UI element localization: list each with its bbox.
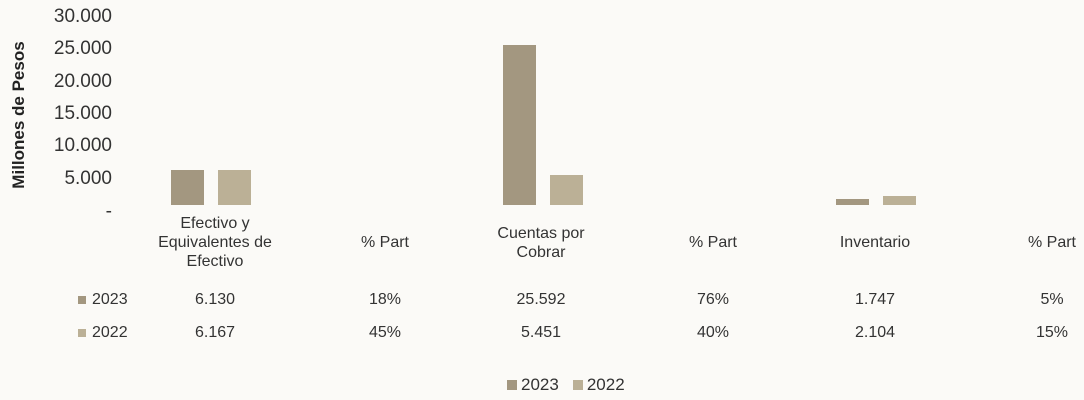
- table-cell: 40%: [696, 324, 730, 341]
- bar-2023-1: [503, 44, 536, 205]
- bar-2022-2: [883, 196, 916, 205]
- column-header: Efectivo y Equivalentes de Efectivo: [158, 215, 272, 270]
- table-cell: 18%: [368, 291, 402, 308]
- row-label-2023: 2023: [78, 291, 128, 309]
- table-cell: 2.104: [854, 324, 896, 341]
- column-header: % Part: [360, 234, 409, 251]
- table-cell: 5.451: [520, 324, 562, 341]
- bar-2023-0: [171, 170, 204, 205]
- legend-swatch: [572, 380, 583, 390]
- y-tick-label: -: [105, 201, 112, 222]
- y-tick-label: 25.000: [53, 38, 112, 60]
- bar-2022-1: [550, 174, 583, 205]
- row-swatch: [78, 329, 86, 337]
- legend-label: 2022: [586, 375, 625, 394]
- table-cell: 1.747: [854, 291, 896, 308]
- table-cell: 6.130: [194, 291, 236, 308]
- y-tick-label: 10.000: [53, 135, 112, 157]
- column-header: % Part: [688, 234, 737, 251]
- y-tick-label: 30.000: [53, 6, 112, 27]
- table-cell: 76%: [696, 291, 730, 308]
- row-label-text: 2022: [92, 324, 128, 341]
- y-tick-label: 5.000: [64, 167, 112, 189]
- table-cell: 5%: [1040, 291, 1064, 308]
- column-header: Cuentas por Cobrar: [497, 225, 585, 261]
- table-cell: 6.167: [194, 324, 236, 341]
- y-tick-label: 15.000: [53, 103, 112, 124]
- column-header: Inventario: [839, 234, 911, 251]
- bar-2023-2: [836, 198, 869, 205]
- table-cell: 45%: [368, 324, 402, 341]
- y-axis-label: Millones de Pesos: [9, 41, 28, 189]
- legend-item-2023: 2023: [507, 375, 559, 395]
- legend: 2023 2022: [507, 375, 625, 395]
- bar-2022-0: [218, 170, 251, 205]
- row-swatch: [78, 296, 86, 304]
- legend-item-2022: 2022: [572, 375, 625, 395]
- table-cell: 25.592: [516, 291, 566, 308]
- legend-swatch: [507, 380, 517, 390]
- legend-label: 2023: [521, 375, 559, 394]
- column-header: % Part: [1027, 234, 1076, 251]
- table-cell: 15%: [1035, 324, 1069, 341]
- y-tick-label: 20.000: [53, 70, 112, 92]
- row-label-text: 2023: [92, 291, 128, 308]
- row-label-2022: 2022: [78, 324, 128, 342]
